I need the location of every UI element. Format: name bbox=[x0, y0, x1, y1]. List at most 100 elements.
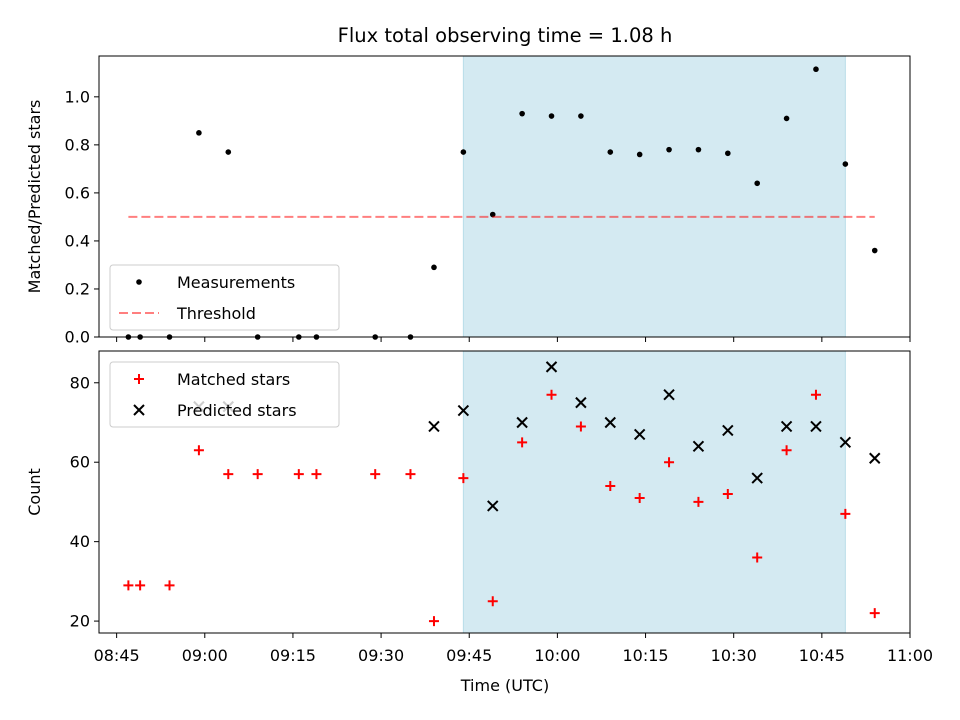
y-axis-label: Matched/Predicted stars bbox=[25, 100, 44, 294]
legend: Matched stars Predicted stars bbox=[109, 361, 340, 428]
matched-point bbox=[517, 437, 528, 448]
matched-point bbox=[252, 469, 263, 480]
measurement-point bbox=[578, 113, 584, 119]
plot-frame bbox=[98, 55, 911, 338]
y-axis-label: Count bbox=[25, 468, 44, 516]
predicted-point bbox=[780, 420, 793, 433]
y-tick-label: 1.0 bbox=[65, 87, 90, 106]
y-tick-label: 0.6 bbox=[65, 183, 90, 202]
chart-title: Flux total observing time = 1.08 h bbox=[338, 24, 673, 47]
matched-point bbox=[405, 469, 416, 480]
x-tick-label: 09:30 bbox=[358, 646, 404, 665]
x-tick-label: 10:15 bbox=[622, 646, 668, 665]
measurement-point bbox=[666, 146, 672, 153]
predicted-point bbox=[487, 500, 499, 512]
x-tick-label: 09:45 bbox=[446, 646, 492, 665]
predicted-point bbox=[428, 420, 440, 433]
matched-point bbox=[193, 445, 204, 456]
legend-label: Measurements bbox=[177, 273, 295, 292]
matched-point bbox=[575, 421, 586, 432]
measurement-point bbox=[636, 151, 643, 158]
measurement-point bbox=[196, 130, 202, 136]
predicted-point bbox=[722, 424, 734, 437]
y-tick-label: 60 bbox=[70, 453, 90, 472]
x-tick-label: 08:45 bbox=[94, 646, 140, 665]
matched-point bbox=[605, 481, 616, 492]
x-tick-label: 11:00 bbox=[887, 646, 933, 665]
ratio-panel: 0.0 0.2 0.4 0.6 0.8 1.0 Matched/Predicted star… bbox=[25, 55, 911, 347]
x-tick-label: 09:15 bbox=[270, 646, 316, 665]
y-tick-label: 0.4 bbox=[65, 231, 90, 250]
legend-label: Predicted stars bbox=[177, 401, 297, 420]
matched-point bbox=[781, 445, 792, 456]
measurement-point bbox=[607, 149, 614, 155]
matched-point bbox=[546, 389, 557, 400]
observing-window-shade bbox=[462, 350, 846, 634]
predicted-point bbox=[810, 420, 822, 433]
x-axis-label: Time (UTC) bbox=[460, 676, 549, 695]
observing-window-shade bbox=[462, 55, 846, 338]
matched-point bbox=[634, 492, 645, 503]
matched-point bbox=[693, 496, 704, 507]
series-matched-stars bbox=[123, 389, 880, 627]
legend: Measurements Threshold bbox=[109, 264, 340, 331]
matched-point bbox=[487, 596, 498, 607]
predicted-point bbox=[692, 440, 705, 453]
matched-point bbox=[869, 608, 880, 619]
y-tick-label: 0.2 bbox=[65, 279, 90, 298]
measurement-point bbox=[842, 161, 849, 167]
x-tick-label: 10:30 bbox=[711, 646, 757, 665]
measurement-point bbox=[754, 180, 761, 187]
x-tick-label: 10:45 bbox=[799, 646, 845, 665]
y-tick-label: 0.0 bbox=[65, 328, 90, 347]
measurement-point bbox=[489, 211, 496, 218]
measurement-point bbox=[783, 115, 790, 122]
matched-point bbox=[311, 469, 322, 480]
predicted-point bbox=[516, 416, 528, 429]
y-tick-label: 40 bbox=[70, 532, 90, 551]
measurement-point bbox=[460, 149, 467, 155]
matched-point bbox=[428, 616, 439, 627]
matched-point bbox=[752, 552, 763, 563]
predicted-point bbox=[663, 388, 675, 401]
predicted-point bbox=[545, 361, 558, 373]
measurement-point bbox=[225, 149, 232, 155]
count-panel: 20 40 60 80 08:45 09:00 09:15 09:30 09:45 10:00 10… bbox=[25, 350, 933, 665]
matched-point bbox=[722, 488, 733, 499]
legend-label: Threshold bbox=[176, 304, 256, 323]
predicted-point bbox=[839, 436, 852, 449]
predicted-point bbox=[751, 472, 763, 484]
plot-frame bbox=[98, 350, 911, 634]
predicted-point bbox=[633, 428, 646, 441]
matched-point bbox=[370, 469, 381, 480]
predicted-point bbox=[604, 416, 616, 429]
matched-point bbox=[840, 508, 851, 519]
y-tick-label: 20 bbox=[70, 612, 90, 631]
x-tick-label: 10:00 bbox=[534, 646, 580, 665]
legend-plus-icon bbox=[134, 374, 144, 384]
matched-point bbox=[164, 580, 175, 591]
y-tick-label: 0.8 bbox=[65, 135, 90, 154]
legend-box bbox=[109, 264, 340, 331]
matched-point bbox=[664, 457, 675, 468]
predicted-point bbox=[869, 452, 881, 464]
measurement-point bbox=[519, 110, 525, 117]
matched-point bbox=[293, 469, 304, 480]
measurement-point bbox=[695, 146, 702, 153]
x-tick-label: 09:00 bbox=[182, 646, 228, 665]
measurement-point bbox=[548, 113, 555, 119]
predicted-point bbox=[575, 396, 587, 409]
legend-x-icon bbox=[133, 404, 145, 416]
y-tick-label: 80 bbox=[70, 373, 90, 392]
legend-box bbox=[109, 361, 340, 428]
measurement-point bbox=[813, 66, 819, 73]
predicted-point bbox=[457, 404, 470, 417]
matched-point bbox=[458, 473, 469, 484]
matched-point bbox=[135, 580, 146, 591]
matched-point bbox=[123, 580, 134, 591]
measurement-point bbox=[431, 264, 437, 271]
measurement-point bbox=[871, 247, 878, 254]
matched-point bbox=[810, 389, 821, 400]
legend-dot-icon bbox=[136, 279, 142, 285]
